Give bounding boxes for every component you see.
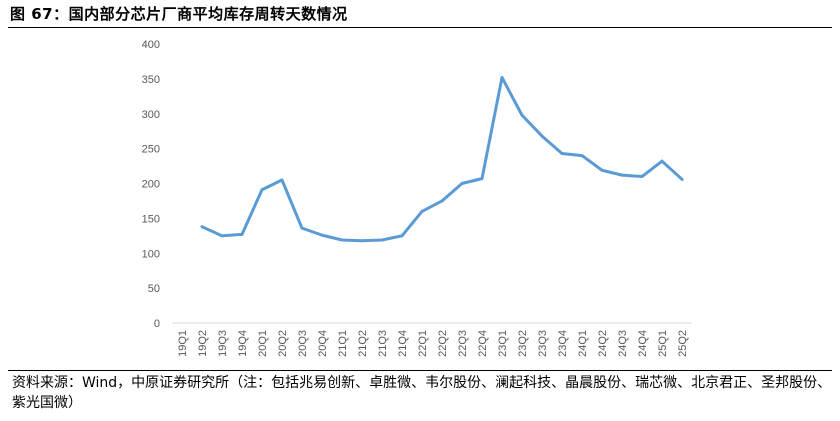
x-tick-label: 20Q1 — [257, 330, 269, 357]
y-tick-label: 400 — [142, 39, 160, 51]
data-point — [540, 134, 544, 138]
data-point — [320, 233, 324, 237]
y-tick-label: 0 — [154, 318, 160, 330]
data-point — [500, 75, 504, 79]
x-tick-label: 19Q1 — [177, 330, 189, 357]
data-point — [460, 182, 464, 185]
y-tick-label: 250 — [142, 144, 160, 156]
series-line-0 — [200, 75, 684, 243]
series-group — [200, 75, 684, 243]
data-point — [580, 154, 584, 158]
top-rule — [8, 27, 832, 28]
x-tick-label: 25Q2 — [677, 330, 689, 357]
x-tick-label: 20Q3 — [297, 330, 309, 357]
x-tick-label: 19Q2 — [197, 330, 209, 357]
data-point — [420, 209, 424, 213]
data-point — [300, 226, 304, 230]
y-tick-label: 300 — [142, 109, 160, 121]
x-tick-label: 23Q4 — [557, 330, 569, 357]
data-point — [360, 239, 364, 243]
data-point — [600, 168, 604, 172]
x-tick-label: 21Q2 — [357, 330, 369, 357]
data-point — [440, 199, 444, 203]
figure-title: 图 67：国内部分芯片厂商平均库存周转天数情况 — [10, 5, 348, 23]
data-point — [520, 113, 524, 117]
data-point — [200, 225, 204, 229]
x-tick-label: 24Q1 — [577, 330, 589, 357]
x-tick-label: 23Q2 — [517, 330, 529, 357]
bottom-rule — [8, 370, 832, 371]
y-tick-label: 200 — [142, 179, 160, 191]
data-point — [260, 188, 264, 192]
x-tick-label: 20Q4 — [317, 330, 329, 357]
data-point — [620, 173, 624, 177]
x-tick-label: 21Q1 — [337, 330, 349, 357]
data-point — [480, 177, 484, 181]
data-point — [660, 159, 664, 163]
x-tick-label: 24Q4 — [637, 330, 649, 357]
data-point — [560, 152, 564, 156]
x-axis: 19Q1 19Q2 19Q3 19Q4 20Q1 20Q2 20Q3 20Q4 21Q1 21Q2… — [177, 330, 689, 357]
x-tick-label: 22Q3 — [457, 330, 469, 357]
data-point — [380, 238, 384, 242]
y-tick-label: 50 — [148, 283, 160, 295]
data-point — [400, 234, 404, 238]
x-tick-label: 21Q3 — [377, 330, 389, 357]
x-tick-label: 21Q4 — [397, 330, 409, 357]
y-tick-label: 350 — [142, 74, 160, 86]
source-note: 资料来源：Wind，中原证券研究所（注：包括兆易创新、卓胜微、韦尔股份、澜起科技… — [12, 375, 832, 411]
data-point — [340, 238, 344, 242]
x-tick-label: 19Q4 — [237, 330, 249, 357]
y-tick-label: 150 — [142, 213, 160, 225]
x-tick-label: 19Q3 — [217, 330, 229, 357]
x-tick-label: 22Q2 — [437, 330, 449, 357]
data-point — [680, 177, 684, 181]
data-point — [220, 234, 224, 238]
x-tick-label: 25Q1 — [657, 330, 669, 357]
x-tick-label: 23Q1 — [497, 330, 509, 357]
x-tick-label: 20Q2 — [277, 330, 289, 357]
y-axis: 0 50 100 150 200 250 300 350 400 — [142, 39, 160, 330]
y-tick-label: 100 — [142, 248, 160, 260]
x-tick-label: 23Q3 — [537, 330, 549, 357]
data-point — [240, 232, 244, 236]
x-tick-label: 22Q1 — [417, 330, 429, 357]
x-tick-label: 24Q2 — [597, 330, 609, 357]
data-point — [640, 175, 644, 179]
x-tick-label: 22Q4 — [477, 330, 489, 357]
x-tick-label: 24Q3 — [617, 330, 629, 357]
data-point — [280, 178, 284, 182]
